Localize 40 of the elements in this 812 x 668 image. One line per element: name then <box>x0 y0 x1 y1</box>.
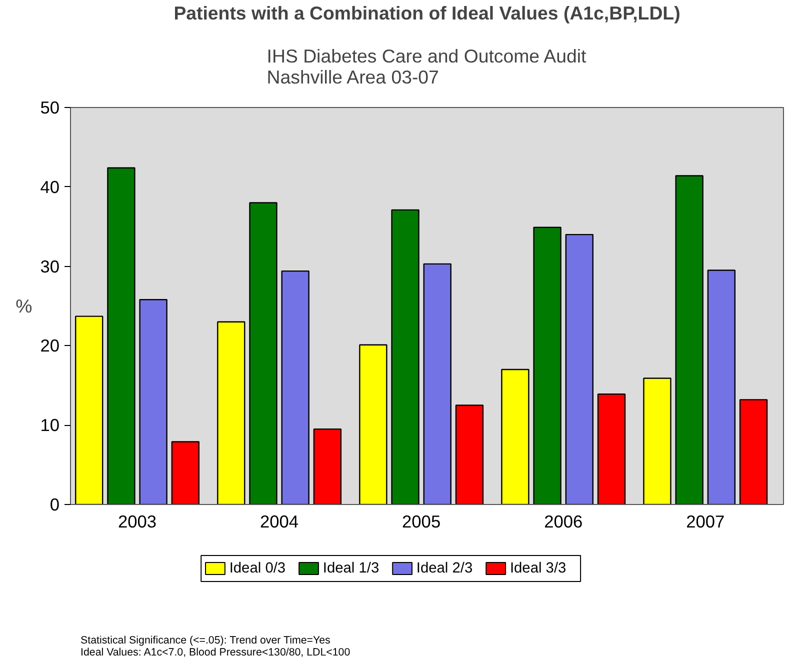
bar <box>501 368 530 504</box>
bar <box>739 399 768 504</box>
bar <box>217 321 246 504</box>
bar <box>359 344 388 504</box>
bar <box>643 378 672 504</box>
chart-title: Patients with a Combination of Ideal Values (A1c,BP,LDL) <box>174 2 680 24</box>
bar <box>533 226 562 504</box>
bar <box>423 263 452 504</box>
y-tick-label: 30 <box>40 256 60 276</box>
bar <box>313 428 342 504</box>
y-tick-label: 40 <box>40 176 60 197</box>
bar <box>139 299 168 504</box>
bar <box>391 209 420 504</box>
x-tick-label: 2004 <box>260 512 299 532</box>
text: Statistical Significance (<=.05): Trend over Time=Yes <box>80 634 330 646</box>
bar <box>707 270 736 504</box>
bar <box>107 167 136 504</box>
bar <box>597 394 626 504</box>
legend-label: Ideal 3/3 <box>510 560 566 576</box>
y-axis-title: % <box>16 296 32 316</box>
bar <box>281 270 310 504</box>
bar <box>171 441 200 504</box>
x-tick-label: 2006 <box>544 512 583 532</box>
y-tick-label: 10 <box>40 415 60 436</box>
bar <box>249 202 278 504</box>
legend-label: Ideal 2/3 <box>416 560 473 576</box>
bar <box>75 316 104 504</box>
text: Ideal Values: A1c<7.0, Blood Pressure<130/80, LDL<100 <box>80 646 350 658</box>
chart-subtitle: IHS Diabetes Care and Outcome Audit Nashville Area 03-07 <box>266 46 587 88</box>
legend-label: Ideal 1/3 <box>322 560 380 576</box>
x-tick-label: 2003 <box>118 512 157 532</box>
legend-label: Ideal 0/3 <box>229 560 286 576</box>
y-tick-label: 50 <box>40 98 60 118</box>
x-tick-label: 2007 <box>686 512 725 532</box>
x-tick-label: 2005 <box>402 512 441 532</box>
bar <box>675 175 704 504</box>
bar <box>455 404 484 504</box>
y-tick-label: 0 <box>50 494 60 514</box>
y-tick-label: 20 <box>40 336 60 356</box>
bar <box>565 234 594 504</box>
